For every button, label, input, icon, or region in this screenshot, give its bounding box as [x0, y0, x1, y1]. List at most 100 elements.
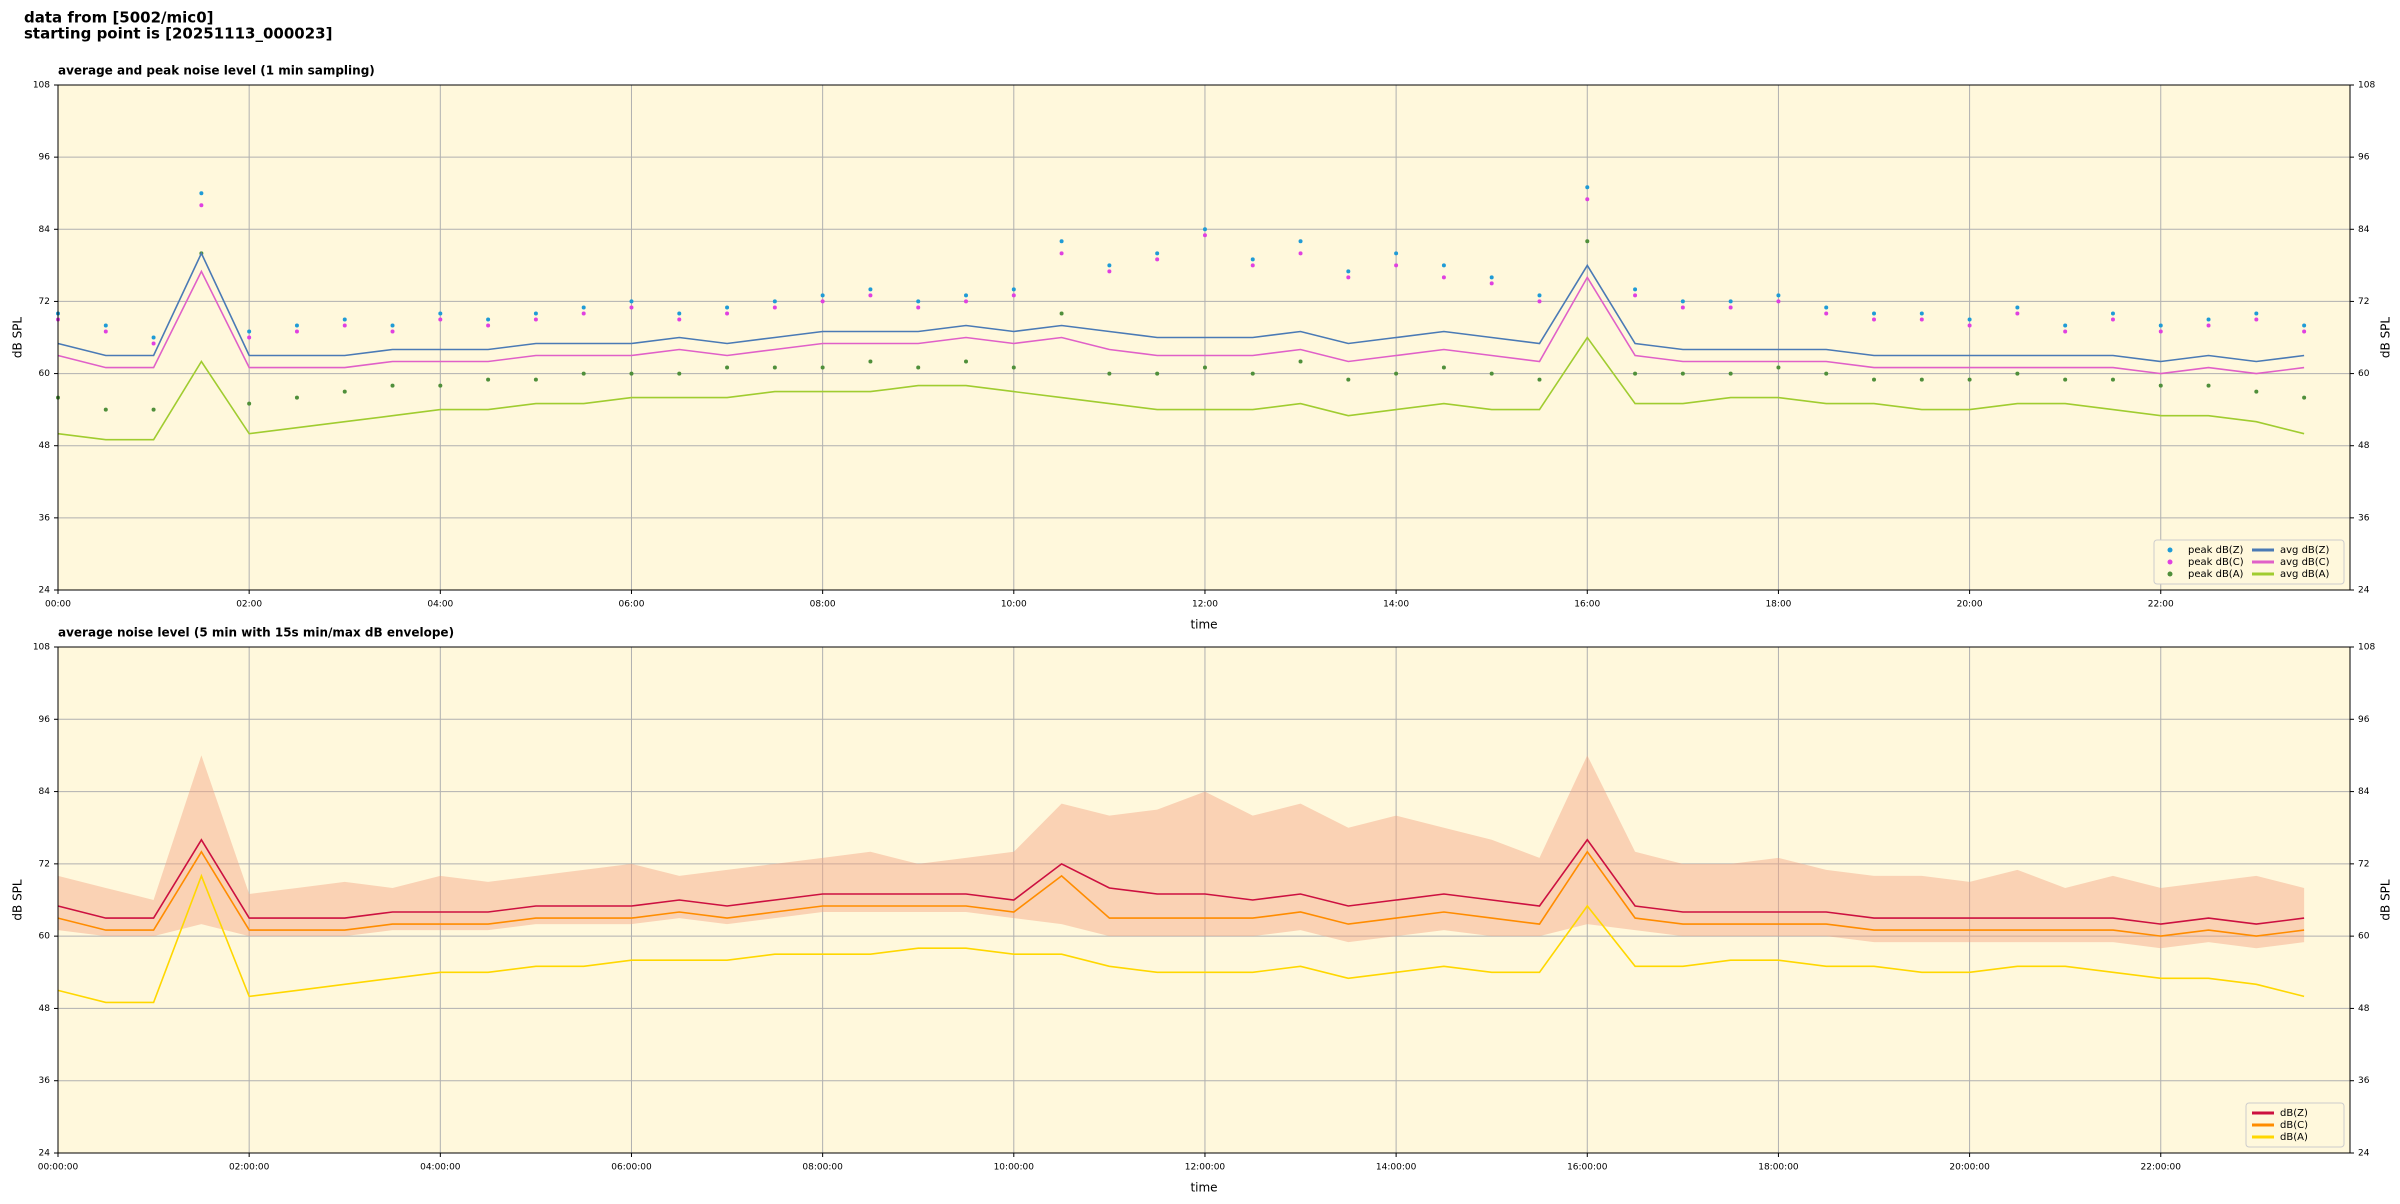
y-tick-label: 108 [2358, 643, 2375, 653]
legend-box [2153, 539, 2345, 585]
legend-label: peak dB(Z) [2188, 545, 2244, 556]
peak-dot [1776, 365, 1781, 370]
legend-label: avg dB(A) [2280, 569, 2330, 580]
peak-dot [1489, 371, 1494, 376]
legend-label: peak dB(A) [2188, 569, 2244, 580]
y-tick-label: 84 [39, 225, 51, 235]
peak-dot [1107, 263, 1112, 268]
y-tick-label: 84 [2358, 787, 2370, 797]
x-axis-label: time [1190, 1181, 1217, 1195]
peak-dot [151, 407, 156, 412]
peak-dot [390, 323, 395, 328]
peak-dot [1298, 239, 1303, 244]
y-tick-label: 84 [39, 787, 51, 797]
y-tick-label: 48 [39, 1004, 51, 1014]
peak-dot [1489, 275, 1494, 280]
series-line [57, 850, 2305, 937]
peak-dot [2302, 329, 2307, 334]
peak-dot [342, 317, 347, 322]
legend-label: avg dB(C) [2280, 557, 2330, 568]
y-tick-label: 108 [33, 81, 50, 91]
peak-dot [1107, 269, 1112, 274]
y-tick-label: 60 [39, 932, 51, 942]
peak-dot [677, 371, 682, 376]
x-tick-label: 18:00:00 [1758, 1163, 1799, 1173]
y-tick-label: 36 [2358, 1076, 2370, 1086]
peak-dot [820, 293, 825, 298]
peak-dot [2254, 311, 2259, 316]
envelope [58, 755, 2305, 949]
peak-dot [581, 305, 586, 310]
peak-dot [1394, 263, 1399, 268]
series-line [57, 336, 2305, 441]
y-axis-label: dB SPL [11, 879, 25, 921]
peak-dot [1441, 275, 1446, 280]
peak-dot [772, 365, 777, 370]
peak-dot [916, 365, 921, 370]
peak-dot [1585, 185, 1590, 190]
peak-dot [1919, 311, 1924, 316]
peak-dot [247, 335, 252, 340]
x-tick-label: 06:00 [619, 600, 645, 610]
peak-dot [1824, 305, 1829, 310]
peak-dot [1059, 251, 1064, 256]
peak-dot [725, 305, 730, 310]
y-tick-label: 60 [2358, 369, 2370, 379]
peak-dot [1633, 293, 1638, 298]
peak-dot [247, 329, 252, 334]
peak-dot [2015, 311, 2020, 316]
peak-dot [2158, 329, 2163, 334]
peak-dot [103, 329, 108, 334]
peak-dot [581, 371, 586, 376]
peak-dot [1394, 251, 1399, 256]
y-tick-label: 36 [39, 513, 51, 523]
legend-swatch [2167, 559, 2173, 565]
x-tick-label: 16:00 [1574, 600, 1600, 610]
peak-dot [916, 305, 921, 310]
plot-frame [57, 84, 2351, 591]
x-tick-label: 20:00 [1957, 600, 1983, 610]
peak-dot [1107, 371, 1112, 376]
peak-dot [964, 293, 969, 298]
peak-dot [438, 383, 443, 388]
header-line: starting point is [20251113_000023] [24, 25, 332, 43]
peak-dot [1250, 371, 1255, 376]
peak-dot [964, 299, 969, 304]
x-tick-label: 10:00:00 [994, 1163, 1035, 1173]
y-axis-label: dB SPL [2379, 317, 2393, 359]
y-tick-label: 84 [2358, 225, 2370, 235]
y-tick-label: 72 [39, 297, 50, 307]
peak-dot [390, 383, 395, 388]
peak-dot [1394, 371, 1399, 376]
y-tick-label: 96 [2358, 153, 2370, 163]
peak-dot [486, 323, 491, 328]
peak-dot [1728, 305, 1733, 310]
y-tick-label: 24 [39, 586, 51, 596]
y-axis-label: dB SPL [11, 317, 25, 359]
peak-dot [2110, 311, 2115, 316]
x-tick-label: 22:00:00 [2141, 1163, 2182, 1173]
y-tick-label: 72 [39, 859, 50, 869]
peak-dot [1680, 299, 1685, 304]
peak-dot [342, 389, 347, 394]
peak-dot [964, 359, 969, 364]
x-tick-label: 06:00:00 [611, 1163, 652, 1173]
peak-dot [2063, 323, 2068, 328]
peak-dot [1346, 275, 1351, 280]
y-tick-label: 108 [33, 643, 50, 653]
peak-dot [868, 293, 873, 298]
legend-label: dB(Z) [2280, 1108, 2308, 1119]
peak-dot [1155, 371, 1160, 376]
peak-dot [677, 311, 682, 316]
header-line: data from [5002/mic0] [24, 9, 214, 27]
peak-dot [1489, 281, 1494, 286]
peak-dot [1585, 197, 1590, 202]
peak-dot [725, 365, 730, 370]
peak-dot [2302, 395, 2307, 400]
peak-dot [868, 359, 873, 364]
series-line [57, 251, 2305, 363]
peak-dot [1059, 311, 1064, 316]
peak-dot [1680, 305, 1685, 310]
peak-dot [677, 317, 682, 322]
